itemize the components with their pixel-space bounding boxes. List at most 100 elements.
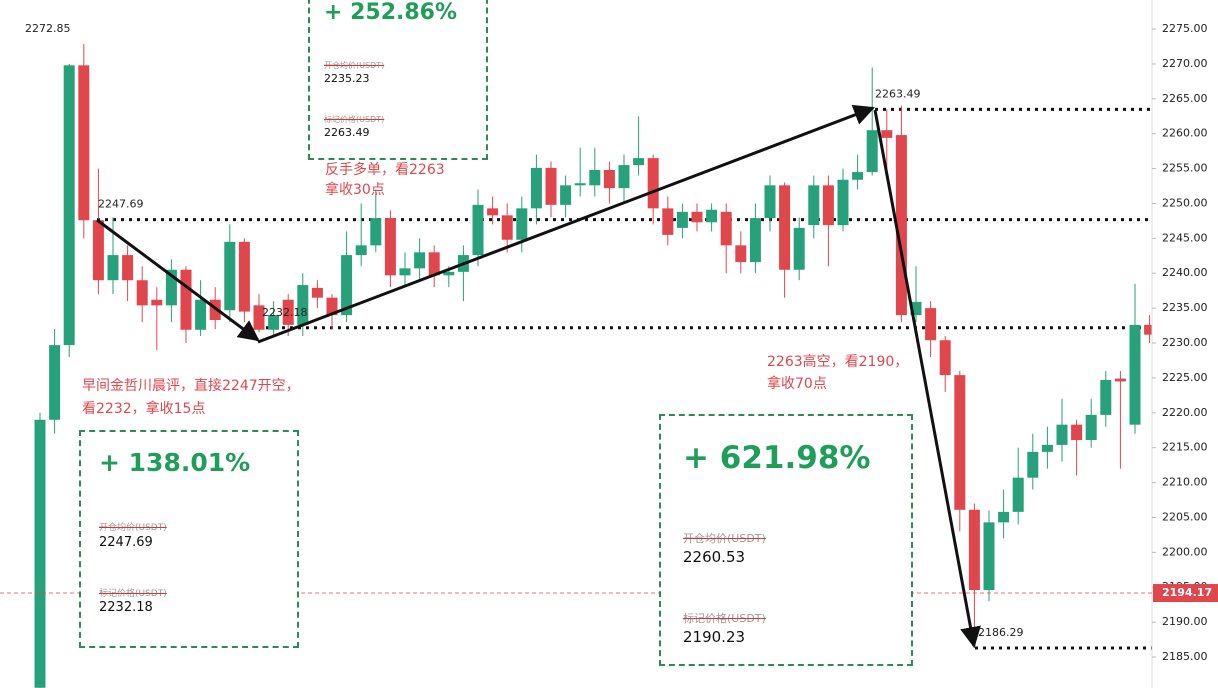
candle-body [530,167,542,209]
candle-body [560,185,572,205]
pnl: + 252.86% [324,0,458,25]
candle-body [676,211,688,228]
candle-body [720,211,732,246]
candle-body [910,301,922,316]
candle-body [706,209,718,223]
candle-body [545,167,557,205]
candle-body [195,299,207,330]
candle-body [311,287,323,298]
price-label: 2247.69 [98,198,144,211]
arrows [96,104,981,649]
y-tick-label: 2210.00 [1162,476,1208,489]
y-tick-label: 2250.00 [1162,196,1208,209]
candle-body [136,280,148,306]
y-tick-label: 2240.00 [1162,266,1208,279]
candle-body [808,185,820,226]
annotation: 拿收30点 [325,181,385,198]
candle-body [472,204,484,256]
candle-body [384,218,396,276]
candle-body [574,183,586,186]
candle-body [764,185,776,219]
y-tick-label: 2215.00 [1162,441,1208,454]
pnl-card: + 138.01% 开仓均价(USDT) 2247.69 标记价格(USDT) … [79,430,299,648]
candle-body [165,269,177,306]
candle-body [253,305,265,330]
candle-body [603,169,615,189]
candle-body [691,211,703,223]
mark-label: 标记价格(USDT) [99,589,167,599]
y-tick-label: 2225.00 [1162,371,1208,384]
candle-body [866,130,878,173]
candle-body [589,169,601,186]
candle-body [822,185,834,226]
candle-body [151,299,163,306]
candle-body [852,172,864,180]
y-tick-label: 2255.00 [1162,162,1208,175]
annotation: 拿收70点 [767,375,827,392]
candle-body [122,255,134,281]
candle-body [779,185,791,270]
candle-body [939,340,951,376]
y-tick-label: 2205.00 [1162,510,1208,523]
candle-body [282,299,294,325]
candle-body [355,245,367,256]
y-tick-label: 2220.00 [1162,406,1208,419]
candle-body [881,130,893,138]
candle-body [443,271,455,276]
candle-body [1012,477,1024,512]
price-label: 2263.49 [875,87,921,100]
candle-body [968,509,980,591]
entry-label: 开仓均价(USDT) [99,523,167,533]
annotation: 早间金哲川晨评，直接2247开空， [82,377,300,394]
candle-body [63,65,75,346]
candle-body [49,345,61,420]
pnl-card: + 621.98% 开仓均价(USDT) 2260.53 标记价格(USDT) … [659,414,913,666]
candle-body [793,227,805,270]
candle-body [224,241,236,311]
mark-price: 2190.23 [683,628,746,646]
pnl: + 138.01% [99,448,251,477]
candle-body [326,297,338,316]
candle-body [238,241,250,312]
candle-body [983,522,995,591]
entry-price: 2260.53 [683,548,746,566]
candle-body [925,308,937,341]
candle-body [399,268,411,276]
candle-body [749,218,761,263]
mark-price: 2263.49 [324,126,370,139]
mark-price: 2232.18 [99,600,153,615]
candle-body [414,252,426,269]
y-tick-label: 2275.00 [1162,22,1208,35]
candle-body [954,375,966,510]
candle-body [268,315,280,330]
entry-price: 2235.23 [324,72,370,85]
candle-body [34,419,46,688]
y-tick-label: 2230.00 [1162,336,1208,349]
candle-body [487,208,499,216]
candle-body [370,218,382,246]
candle-body [501,215,513,240]
candle-body [662,208,674,235]
candle-body [78,65,90,221]
candle-body [895,135,907,316]
annotation: 看2232，拿收15点 [82,400,205,417]
pnl-card: + 252.86% 开仓均价(USDT) 2235.23 标记价格(USDT) … [308,0,488,160]
entry-price: 2247.69 [99,535,153,550]
y-tick-label: 2190.00 [1162,615,1208,628]
price-label: 2232.18 [262,306,308,319]
candle-body [1114,378,1126,382]
y-tick-label: 2270.00 [1162,57,1208,70]
candle-body [92,220,104,281]
candle-body [516,208,528,240]
price-label: 2186.29 [978,626,1024,639]
y-tick-label: 2200.00 [1162,545,1208,558]
candle-body [1129,324,1141,425]
current-price-box [1153,584,1218,603]
candle-body [297,285,309,325]
candle-body [618,165,630,189]
pnl: + 621.98% [683,440,871,476]
candle-body [428,252,440,276]
annotation: 2263高空，看2190， [767,353,908,370]
candle-body [837,179,849,226]
